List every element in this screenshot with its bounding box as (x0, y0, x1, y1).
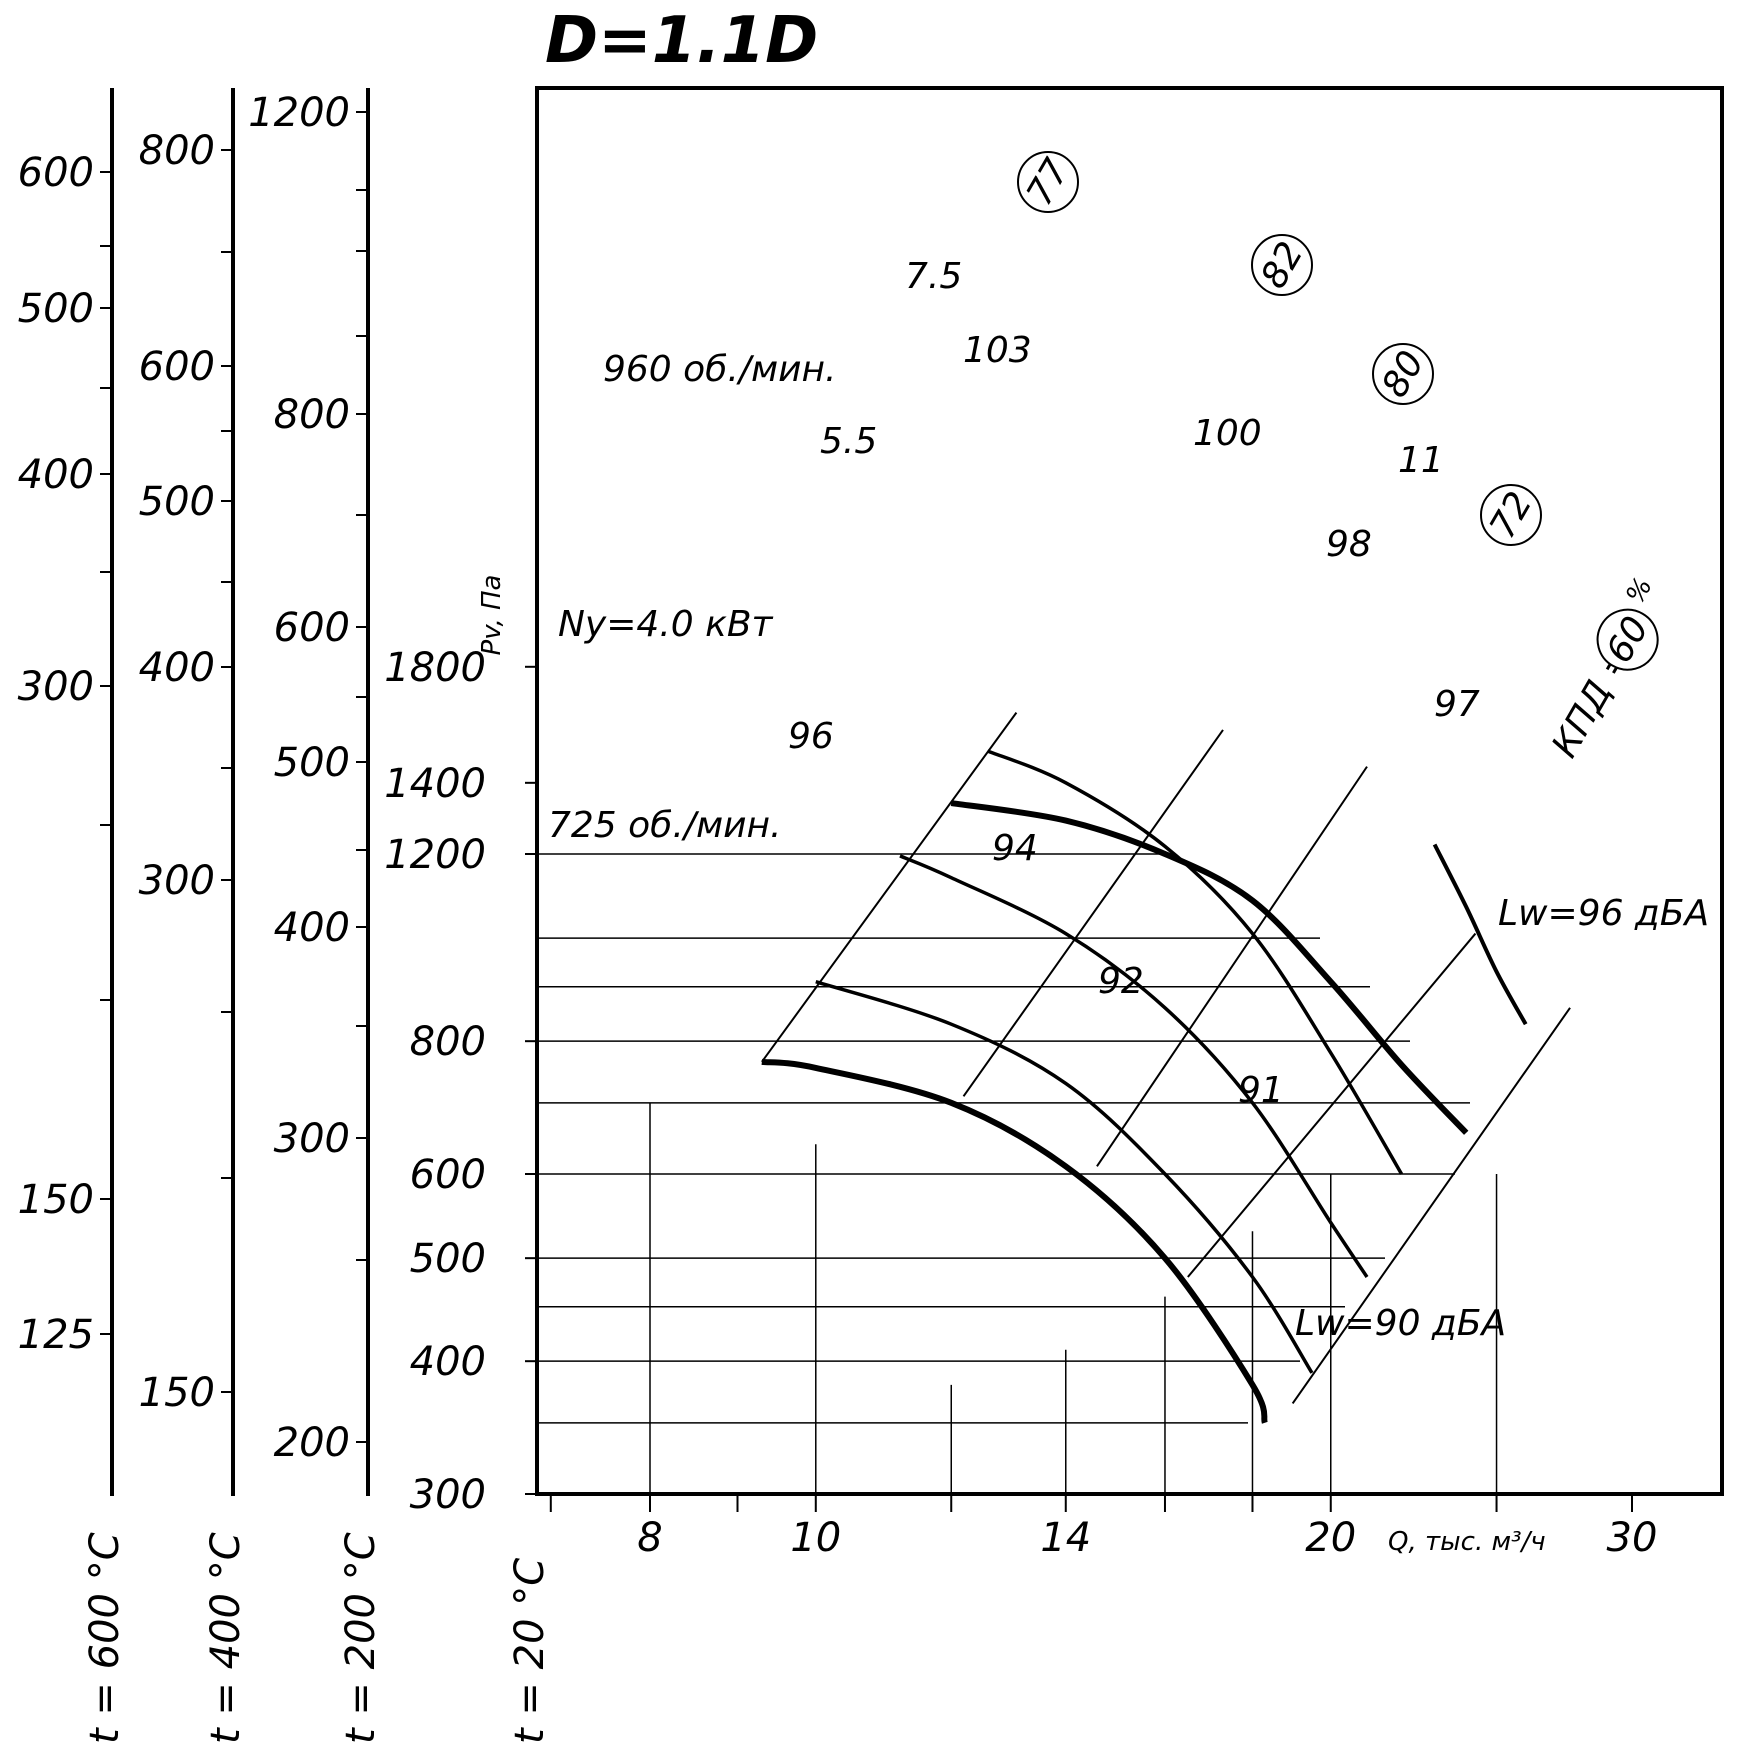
noise-label-97: 97 (1434, 684, 1480, 725)
efficiency-60-label: КПД =60% (1544, 573, 1659, 765)
efficiency-60-circle (1596, 608, 1659, 671)
y-tick-label-600: 600 (410, 1152, 486, 1198)
curve-labels: 960 об./мин. 725 об./мин. 7.5 5.5 Ny=4.0 кВт… (548, 256, 1709, 1344)
grid-lines (537, 853, 1498, 1494)
curve-3 (815, 980, 1314, 1374)
x-axis-label: Q, тыс. м³/ч (1388, 1527, 1546, 1557)
curve-power-11 (1432, 843, 1528, 1026)
temp-tick-label-1-200: 200 (274, 1420, 350, 1466)
noise-label-96: Lw=96 дБА (1498, 893, 1709, 934)
temp-tick-label-1-300: 300 (274, 1116, 350, 1162)
temp-tick-label-1-1200: 1200 (248, 90, 350, 136)
temp-tick-label-1-500: 500 (274, 740, 350, 786)
axes: 8 10 14 20 30 300 400 500 600 800 1200 1400 1800 (384, 645, 1657, 1561)
plot-frame (535, 86, 1724, 1496)
noise-label-100: 100 (1193, 413, 1262, 454)
temp-tick-label-2-400: 400 (139, 645, 215, 691)
temp-tick-label-3-500: 500 (18, 286, 94, 332)
temp-scale-name-0: t = 20 °C (507, 1558, 553, 1744)
performance-curves (761, 749, 1528, 1424)
curve-0 (950, 800, 1469, 1135)
y-axis-label: Pv, Па (477, 575, 507, 656)
y-tick-label-1400: 1400 (384, 761, 486, 807)
efficiency-line-3 (1187, 932, 1477, 1278)
temp-tick-label-3-600: 600 (18, 150, 94, 196)
y-tick-label-1800: 1800 (384, 645, 486, 691)
temp-tick-label-2-150: 150 (139, 1370, 215, 1416)
curve-2 (899, 854, 1369, 1278)
y-tick-label-800: 800 (410, 1019, 486, 1065)
x-tick-label-10: 10 (790, 1515, 841, 1561)
efficiency-line-4 (1291, 1007, 1571, 1405)
temp-scale-name-2: t = 400 °C (203, 1532, 249, 1744)
x-tick-label-8: 8 (637, 1515, 662, 1561)
curve-1 (986, 749, 1404, 1175)
y-tick-label-500: 500 (410, 1236, 486, 1282)
efficiency-circle-77 (1017, 151, 1079, 213)
noise-label-90: Lw=90 дБА (1295, 1303, 1506, 1344)
noise-label-98: 98 (1326, 524, 1372, 565)
efficiency-line-0 (761, 712, 1018, 1063)
power-label-4-0: Ny=4.0 кВт (558, 604, 774, 645)
temp-tick-label-2-800: 800 (139, 128, 215, 174)
temp-scale-name-3: t = 600 °C (82, 1532, 128, 1744)
power-label-11: 11 (1398, 440, 1444, 481)
speed-label-725: 725 об./мин. (548, 805, 782, 846)
temp-tick-label-1-400: 400 (274, 905, 350, 951)
efficiency-line-1 (962, 729, 1224, 1097)
temp-scale-name-1: t = 200 °C (338, 1532, 384, 1744)
noise-label-91: 91 (1238, 1070, 1284, 1111)
power-label-5-5: 5.5 (820, 421, 877, 462)
temp-tick-label-3-125: 125 (18, 1312, 94, 1358)
y-tick-label-400: 400 (410, 1339, 486, 1385)
temp-tick-label-3-150: 150 (18, 1177, 94, 1223)
temp-tick-label-3-400: 400 (18, 452, 94, 498)
noise-label-92: 92 (1098, 961, 1144, 1002)
y-tick-label-1200: 1200 (384, 832, 486, 878)
efficiency-circle-82 (1251, 234, 1313, 296)
power-label-7-5: 7.5 (905, 256, 962, 297)
curve-4 (761, 1058, 1268, 1424)
efficiency-60-suffix: % (1620, 573, 1658, 609)
speed-label-960: 960 об./мин. (603, 349, 837, 390)
efficiency-line-2 (1096, 766, 1368, 1167)
temp-tick-label-1-600: 600 (274, 605, 350, 651)
x-tick-label-30: 30 (1607, 1515, 1658, 1561)
noise-label-96: 96 (788, 716, 834, 757)
x-tick-label-14: 14 (1040, 1515, 1091, 1561)
efficiency-circle-72 (1480, 484, 1542, 546)
efficiency-circle-80 (1372, 343, 1434, 405)
temp-tick-label-3-300: 300 (18, 664, 94, 710)
x-tick-label-20: 20 (1305, 1515, 1356, 1561)
temperature-scales: t = 20 °C 200 300 400 500 600 800 1200 t = 200 °… (18, 88, 553, 1744)
noise-label-103: 103 (963, 330, 1032, 371)
y-tick-label-300: 300 (410, 1472, 486, 1518)
temp-tick-label-2-600: 600 (139, 344, 215, 390)
temp-tick-label-2-300: 300 (139, 858, 215, 904)
temp-tick-label-1-800: 800 (274, 392, 350, 438)
temp-tick-label-2-500: 500 (139, 479, 215, 525)
noise-label-94: 94 (992, 828, 1038, 869)
chart-title: D=1.1D (545, 4, 818, 78)
